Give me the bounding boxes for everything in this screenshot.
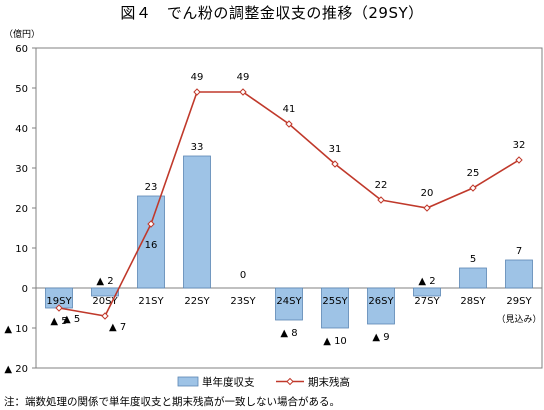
- chart-title: 図４ でん粉の調整金収支の推移（29SY）: [120, 4, 424, 22]
- balance-marker-25SY: [331, 160, 339, 168]
- legend-bar-label: 単年度収支: [202, 376, 255, 389]
- balance-value-label: 20: [421, 188, 434, 199]
- category-label: 25SY: [322, 296, 348, 307]
- balance-marker-22SY: [193, 88, 201, 96]
- legend-line-label: 期末残高: [308, 376, 350, 389]
- footnote: 注：端数処理の関係で単年度収支と期末残高が一致しない場合がある。: [4, 396, 340, 408]
- balance-marker-19SY: [55, 304, 63, 312]
- balance-value-label: 41: [283, 104, 296, 115]
- bar-value-label: 33: [191, 142, 204, 153]
- bar-value-label: ▲ 10: [323, 336, 347, 347]
- balance-value-label: 49: [191, 72, 204, 83]
- legend-bar-swatch: [177, 376, 199, 387]
- bar-value-label: 7: [516, 246, 522, 257]
- category-label: 21SY: [138, 296, 164, 307]
- category-label: 28SY: [460, 296, 486, 307]
- bar-value-label: ▲ 2: [96, 276, 113, 287]
- bar-value-label: ▲ 9: [372, 332, 389, 343]
- balance-value-label: 16: [145, 240, 158, 251]
- bar-20SY: [91, 287, 119, 297]
- balance-value-label: ▲ 7: [109, 322, 126, 333]
- balance-marker-26SY: [377, 196, 385, 204]
- bar-value-label: ▲ 8: [280, 328, 297, 339]
- balance-marker-27SY: [423, 204, 431, 212]
- category-label: 29SY: [506, 296, 532, 307]
- balance-marker-24SY: [285, 120, 293, 128]
- y-tick-label: ▲ 10: [4, 324, 28, 335]
- bar-25SY: [321, 287, 349, 329]
- y-tick-label: 0: [22, 284, 28, 295]
- y-tick-label: 30: [15, 164, 28, 175]
- bar-24SY: [275, 287, 303, 321]
- balance-marker-23SY: [239, 88, 247, 96]
- category-label: 23SY: [230, 296, 256, 307]
- bar-value-label: 5: [470, 254, 476, 265]
- category-label: 20SY: [92, 296, 118, 307]
- y-tick-label: ▲ 20: [4, 364, 28, 375]
- balance-marker-28SY: [469, 184, 477, 192]
- y-tick-label: 40: [15, 124, 28, 135]
- bar-27SY: [413, 287, 441, 297]
- bar-22SY: [183, 155, 211, 289]
- y-axis-unit-label: （億円）: [4, 28, 40, 40]
- balance-value-label: ▲ 5: [63, 314, 80, 325]
- balance-marker-29SY: [515, 156, 523, 164]
- bar-28SY: [459, 267, 487, 289]
- y-tick-label: 50: [15, 84, 28, 95]
- balance-value-label: 22: [375, 180, 388, 191]
- balance-marker-21SY: [147, 220, 155, 228]
- balance-marker-20SY: [101, 312, 109, 320]
- category-sublabel: （見込み）: [496, 314, 541, 325]
- legend-line-marker: [286, 377, 294, 386]
- y-tick-label: 20: [15, 204, 28, 215]
- bar-value-label: ▲ 2: [418, 276, 435, 287]
- category-label: 22SY: [184, 296, 210, 307]
- y-tick-label: 10: [15, 244, 28, 255]
- balance-value-label: 49: [237, 72, 250, 83]
- balance-value-label: 31: [329, 144, 342, 155]
- category-label: 26SY: [368, 296, 394, 307]
- bar-value-label: 23: [145, 182, 158, 193]
- y-tick-label: 60: [15, 44, 28, 55]
- balance-value-label: 25: [467, 168, 480, 179]
- category-label: 24SY: [276, 296, 302, 307]
- bar-29SY: [505, 259, 533, 289]
- bar-value-label: ▲ 5: [50, 316, 67, 327]
- category-label: 27SY: [414, 296, 440, 307]
- category-label: 19SY: [46, 296, 72, 307]
- legend: 単年度収支 期末残高: [0, 374, 544, 390]
- bar-value-label: 0: [240, 270, 246, 281]
- bar-26SY: [367, 287, 395, 325]
- balance-value-label: 32: [513, 140, 526, 151]
